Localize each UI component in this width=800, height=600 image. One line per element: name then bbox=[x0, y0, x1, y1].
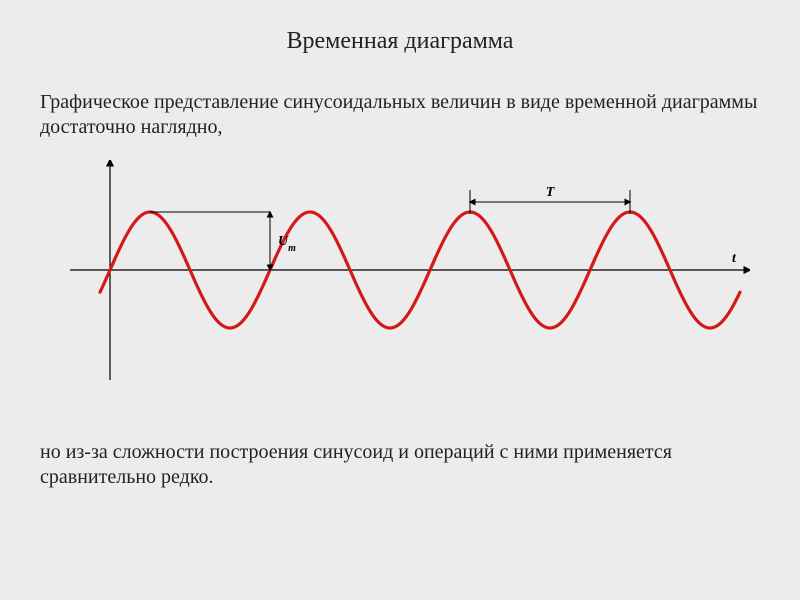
period-label: T bbox=[546, 185, 556, 200]
amplitude-label: Um bbox=[278, 234, 296, 254]
page-title: Временная диаграмма bbox=[0, 28, 800, 55]
sine-diagram: Um Tt bbox=[70, 160, 750, 385]
diagram-svg: Um Tt bbox=[70, 160, 750, 380]
page: Временная диаграмма Графическое представ… bbox=[0, 0, 800, 600]
intro-paragraph: Графическое представление синусоидальных… bbox=[40, 90, 760, 140]
t-axis-label: t bbox=[732, 251, 737, 266]
outro-paragraph: но из-за сложности построения синусоид и… bbox=[40, 440, 760, 490]
